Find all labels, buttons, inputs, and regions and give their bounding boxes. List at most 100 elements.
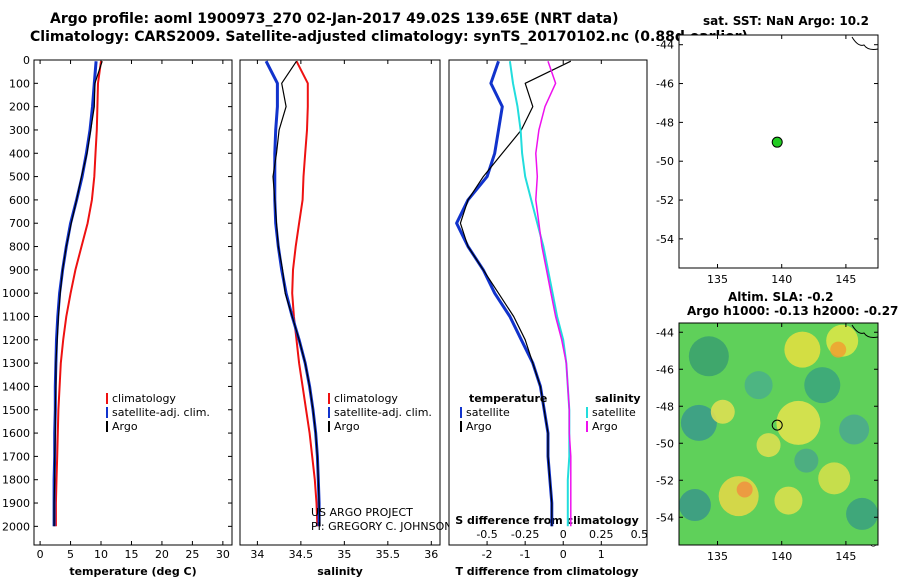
float-position-marker (771, 136, 783, 148)
map-frame (678, 322, 879, 546)
x-tick-label: -1 (520, 548, 531, 561)
sst-map: -44 -46 -48 -50 -52 -54 135 140 145 (656, 34, 879, 286)
x-tick-label: 135 (707, 273, 728, 286)
x-axis-label: temperature (deg C) (69, 565, 196, 578)
x-tick-label: 140 (771, 550, 792, 563)
x-tick-label: 145 (835, 550, 856, 563)
x-tick-label: 0 (37, 548, 44, 561)
y-tick-label: 1300 (2, 357, 30, 370)
argo-line (272, 60, 321, 527)
y-tick-label: 700 (9, 217, 30, 230)
climatology-line (291, 60, 319, 527)
difference-panel: -2 -1 0 1 T difference from climatology -0.5 -… (448, 59, 649, 578)
title-line-1: Argo profile: aoml 1900973_270 02-Jan-20… (50, 11, 619, 27)
sla-map-title-2: Argo h1000: -0.13 h2000: -0.27 (687, 304, 899, 318)
sla-patch (688, 336, 729, 377)
coastline (851, 324, 879, 338)
legend-argo-label: Argo (334, 420, 360, 433)
legend-argo-label: Argo (112, 420, 138, 433)
sal-satellite-line (508, 61, 571, 527)
y-tick-label: 300 (9, 124, 30, 137)
x-tick-label: 15 (124, 548, 138, 561)
sla-patch (774, 486, 803, 515)
legend-climatology-label: climatology (334, 392, 398, 405)
sla-map: -44 -46 -48 -50 -52 -54 135 140 145 (656, 322, 879, 563)
title-line-2: Climatology: CARS2009. Satellite-adjuste… (30, 29, 748, 45)
map-background (679, 35, 878, 268)
x2-tick-label: 0.5 (631, 528, 649, 541)
x-tick-label: 20 (155, 548, 169, 561)
y-tick-label: -50 (656, 437, 674, 450)
legend-sal-argo-label: Argo (592, 420, 618, 433)
x-tick-label: 1 (598, 548, 605, 561)
y-tick-label: -44 (656, 326, 674, 339)
y-tick-label: -54 (656, 511, 674, 524)
y-tick-label: 1200 (2, 334, 30, 347)
sla-patch (839, 414, 870, 445)
x-tick-label: 135 (707, 550, 728, 563)
x-tick-label: 5 (67, 548, 74, 561)
float-position-marker (771, 419, 783, 431)
map-frame (678, 34, 879, 269)
x-tick-label: 35 (337, 548, 351, 561)
project-label: US ARGO PROJECT (311, 506, 413, 519)
temp-argo-line (459, 60, 572, 527)
x-tick-label: 35.5 (376, 548, 401, 561)
sst-map-title: sat. SST: NaN Argo: 10.2 (703, 14, 869, 28)
pi-label: PI: GREGORY C. JOHNSON (311, 520, 452, 533)
sla-map-title-1: Altim. SLA: -0.2 (728, 290, 834, 304)
y-tick-label: -48 (656, 400, 674, 413)
y-tick-label: 800 (9, 241, 30, 254)
y-tick-label: 1600 (2, 427, 30, 440)
legend-sal-satellite-label: satellite (592, 406, 636, 419)
x-axis-label: T difference from climatology (455, 565, 638, 578)
x-tick-label: 25 (185, 548, 199, 561)
y-tick-label: -48 (656, 116, 674, 129)
sla-patch (678, 489, 711, 522)
y-tick-label: 1100 (2, 310, 30, 323)
y-tick-label: 1800 (2, 474, 30, 487)
sla-patch (818, 462, 851, 495)
x2-axis-label: S difference from climatology (455, 514, 639, 527)
legend-satellite-label: satellite-adj. clim. (112, 406, 210, 419)
x-tick-label: 10 (94, 548, 108, 561)
y-tick-label: 1400 (2, 380, 30, 393)
sla-patch (744, 371, 773, 400)
y-tick-label: 200 (9, 101, 30, 114)
legend-temp-satellite-label: satellite (466, 406, 510, 419)
y-tick-label: 1500 (2, 404, 30, 417)
temperature-panel: 0100200300400500600700800900100011001200… (2, 54, 233, 578)
x-tick-label: 145 (835, 273, 856, 286)
y-tick-label: -46 (656, 363, 674, 376)
x2-tick-label: 0 (560, 528, 567, 541)
x2-tick-label: 0.25 (589, 528, 614, 541)
y-tick-label: -50 (656, 155, 674, 168)
x-tick-label: 140 (771, 273, 792, 286)
y-tick-label: 0 (23, 54, 30, 67)
argo-line (53, 61, 103, 527)
sla-patch (710, 399, 735, 424)
sla-patch (830, 341, 847, 358)
x-tick-label: 34.5 (289, 548, 314, 561)
y-tick-label: -52 (656, 194, 674, 207)
sla-patch (776, 400, 821, 445)
coastline (851, 36, 879, 50)
sla-patch (680, 404, 717, 441)
x-tick-label: 36 (424, 548, 438, 561)
sla-patch (736, 481, 753, 498)
y-tick-label: 400 (9, 147, 30, 160)
sla-patch (794, 448, 819, 473)
y-tick-label: -52 (656, 474, 674, 487)
x-axis-label: salinity (317, 565, 363, 578)
legend-salinity-title: salinity (595, 392, 641, 405)
y-tick-label: 600 (9, 194, 30, 207)
sla-patch (718, 476, 759, 517)
sla-patch (756, 433, 781, 458)
y-tick-label: 900 (9, 264, 30, 277)
legend-climatology-label: climatology (112, 392, 176, 405)
x-tick-label: 34 (250, 548, 264, 561)
x2-tick-label: -0.5 (476, 528, 497, 541)
y-tick-label: -44 (656, 39, 674, 52)
x2-tick-label: -0.25 (511, 528, 539, 541)
